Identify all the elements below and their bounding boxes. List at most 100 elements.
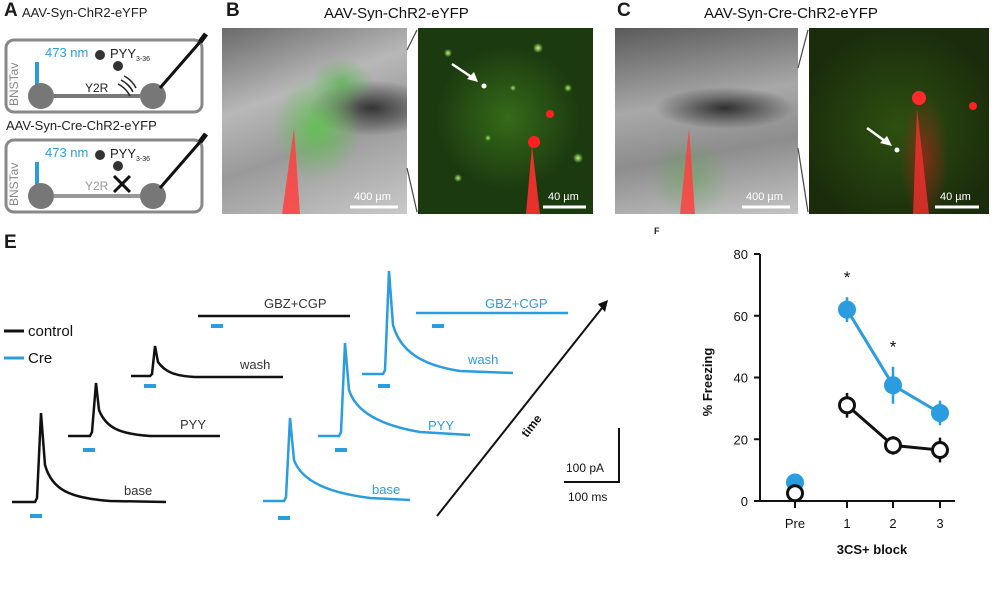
- panel-c-highmag-image: 40 µm: [809, 28, 989, 214]
- panel-f-label: F: [654, 226, 660, 236]
- panel-a-top-peptide-dot: [95, 50, 105, 60]
- scalebar-y-label: 100 pA: [566, 461, 604, 475]
- panel-c-title: AAV-Syn-Cre-ChR2-eYFP: [704, 5, 878, 22]
- panel-a-schematic: AAV-Syn-ChR2-eYFP BNSTav 473 nm PYY3-36 …: [4, 5, 208, 214]
- trace-label-control-gbz: GBZ+CGP: [264, 296, 327, 311]
- panel-a-bottom-peptide-dot: [95, 150, 105, 160]
- panel-c-label: C: [617, 0, 631, 21]
- panel-b-title: AAV-Syn-ChR2-eYFP: [324, 5, 469, 22]
- stim-bar: [83, 448, 95, 452]
- panel-b-scalebar-high-label: 40 µm: [548, 191, 579, 203]
- x-ticks: Pre 1 2 3: [785, 501, 944, 531]
- trace-label-control-pyy: PYY: [180, 417, 206, 432]
- panel-b-scalebar-low-label: 400 µm: [354, 191, 391, 203]
- scalebar-e: [564, 428, 620, 483]
- panel-a-top-title: AAV-Syn-ChR2-eYFP: [22, 5, 147, 20]
- panel-a-bottom-receptor: Y2R: [85, 179, 109, 193]
- panel-a-bottom-wavelength: 473 nm: [45, 145, 88, 160]
- panel-b-label: B: [226, 0, 240, 21]
- panel-b-target-dot: [481, 83, 487, 89]
- panel-a-bottom-pipette-holder: [198, 132, 208, 144]
- panel-b-pipette: [282, 128, 300, 214]
- trace-cre-pyy: [318, 342, 471, 438]
- panel-a-top-neuron-left: [28, 83, 54, 109]
- data-point: [884, 436, 902, 455]
- panel-b-zoom-lines: [406, 29, 418, 213]
- panel-a-top-receptor: Y2R: [85, 81, 109, 95]
- panel-c-arrowhead-icon: [880, 136, 892, 146]
- significance-marker: *: [844, 268, 851, 287]
- y-tick-label: 80: [734, 247, 748, 262]
- time-label: time: [518, 412, 544, 440]
- panel-c-scalebar-high-label: 40 µm: [940, 191, 971, 203]
- panel-c-zoom-lines: [797, 29, 809, 213]
- annotations: **: [844, 268, 897, 356]
- stim-bar: [335, 448, 347, 452]
- panel-a-top-receptor-glyph: [117, 75, 137, 97]
- y-tick-label: 0: [741, 494, 748, 509]
- panel-b-highmag-image: 40 µm: [418, 28, 593, 214]
- trace-label-control-base: base: [124, 483, 152, 498]
- panel-a-bottom-region: BNSTav: [7, 163, 21, 206]
- trace-cre-wash: [362, 270, 514, 376]
- y-tick-label: 20: [734, 432, 748, 447]
- panel-a-top-peptide-dot: [113, 61, 123, 71]
- scalebar-x-label: 100 ms: [568, 490, 607, 504]
- trace-label-cre-base: base: [372, 482, 400, 497]
- series-group: [786, 297, 949, 503]
- data-point: [931, 441, 949, 460]
- panel-a-top-box: [4, 38, 204, 114]
- freezing-chart: % Freezing 3CS+ block 0 20 40 60 80 Pre 1 2 3 *…: [700, 247, 955, 557]
- panel-b-red-cell: [546, 110, 554, 118]
- time-arrowhead-icon: [598, 300, 608, 312]
- trace-control-pyy: [68, 382, 220, 438]
- panel-a-bottom-pipette: [158, 141, 202, 189]
- panel-a-top-wavelength: 473 nm: [45, 45, 88, 60]
- panel-c-scalebar-low-label: 400 µm: [746, 191, 783, 203]
- stim-bar: [432, 324, 444, 328]
- panel-b-lowmag-image: 400 µm: [222, 28, 407, 214]
- data-point: [838, 300, 856, 319]
- panel-e-traces: control Cre GBZ+CGP wash PYY base GBZ+CG…: [4, 270, 620, 520]
- panel-a-bottom-neuron-left: [28, 183, 54, 209]
- panel-c-pipette: [680, 128, 695, 214]
- legend-label-cre: Cre: [28, 350, 52, 367]
- stim-bar: [378, 384, 390, 388]
- panel-a-bottom-block-cross-icon: [112, 174, 132, 194]
- trace-label-cre-gbz: GBZ+CGP: [485, 296, 548, 311]
- panel-b-arrowhead-icon: [467, 72, 478, 82]
- x-tick-label: Pre: [785, 516, 805, 531]
- panel-a-top-pipette: [158, 41, 202, 89]
- stim-bar: [278, 516, 290, 520]
- panel-a-top-pipette-holder: [198, 32, 208, 44]
- y-axis-label: % Freezing: [700, 348, 715, 417]
- panel-c-recorded-cell: [912, 91, 926, 105]
- panel-b-highmag-overlay: 40 µm: [451, 62, 586, 214]
- trace-label-control-wash: wash: [239, 357, 270, 372]
- panel-c-red-cell: [969, 102, 977, 110]
- data-point: [884, 376, 902, 395]
- panel-b-highmag-pipette: [526, 146, 540, 214]
- x-tick-label: 2: [889, 516, 896, 531]
- panel-a-top-neuron-right: [140, 83, 166, 109]
- panel-a-label: A: [4, 0, 18, 21]
- panel-c-highmag-pipette: [913, 108, 929, 214]
- y-ticks: 0 20 40 60 80: [734, 247, 760, 509]
- trace-label-cre-wash: wash: [467, 352, 498, 367]
- panel-c-target-dot: [894, 147, 900, 153]
- data-point: [838, 396, 856, 415]
- panel-a-bottom-title: AAV-Syn-Cre-ChR2-eYFP: [6, 118, 157, 133]
- panel-c-lowmag-overlay: 400 µm: [680, 128, 790, 214]
- panel-b-recorded-cell: [528, 136, 540, 148]
- stim-bar: [211, 324, 223, 328]
- panel-a-top-region: BNSTav: [7, 63, 21, 106]
- x-axis-label: 3CS+ block: [837, 542, 908, 557]
- stim-bar: [30, 514, 42, 518]
- panel-c-highmag-overlay: 40 µm: [866, 91, 979, 214]
- panel-a-bottom-box: [4, 138, 204, 214]
- x-tick-label: 3: [936, 516, 943, 531]
- panel-b-lowmag-overlay: 400 µm: [282, 128, 398, 214]
- y-tick-label: 40: [734, 371, 748, 386]
- panel-c-lowmag-image: 400 µm: [615, 28, 798, 214]
- y-tick-label: 60: [734, 309, 748, 324]
